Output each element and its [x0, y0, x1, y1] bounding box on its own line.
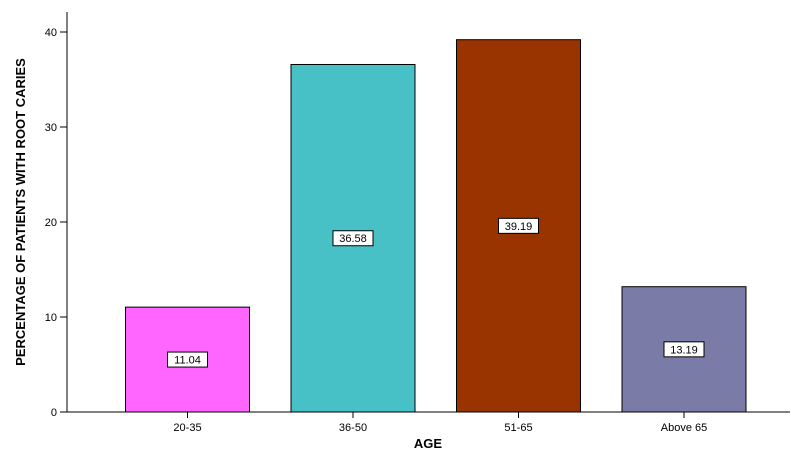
- y-tick-label: 0: [51, 407, 57, 419]
- y-tick-label: 30: [45, 122, 57, 134]
- x-tick-label: 36-50: [339, 422, 367, 434]
- x-tick-label: Above 65: [661, 422, 707, 434]
- data-label: 11.04: [174, 355, 201, 367]
- data-label: 36.58: [339, 233, 367, 245]
- x-axis-title: AGE: [414, 436, 443, 451]
- bars: 11.04 36.58 39.19 13.19: [125, 39, 747, 413]
- x-tick-label: 20-35: [173, 422, 201, 434]
- data-label-box: [167, 351, 208, 368]
- y-tick-label: 10: [45, 312, 57, 324]
- data-label-box: [332, 230, 374, 247]
- y-axis-title: PERCENTAGE OF PATIENTS WITH ROOT CARIES: [13, 58, 28, 366]
- y-tick-label: 20: [45, 217, 57, 229]
- data-label-box: [663, 341, 705, 358]
- y-axis-ticks: 0 10 20 30 40: [45, 27, 67, 419]
- y-tick-label: 40: [45, 27, 57, 39]
- x-tick-label: 51-65: [504, 422, 532, 434]
- data-label: 13.19: [670, 344, 698, 356]
- x-axis-ticks: 20-35 36-50 51-65 Above 65: [173, 412, 707, 434]
- data-label-box: [498, 217, 539, 234]
- data-label: 39.19: [505, 221, 533, 233]
